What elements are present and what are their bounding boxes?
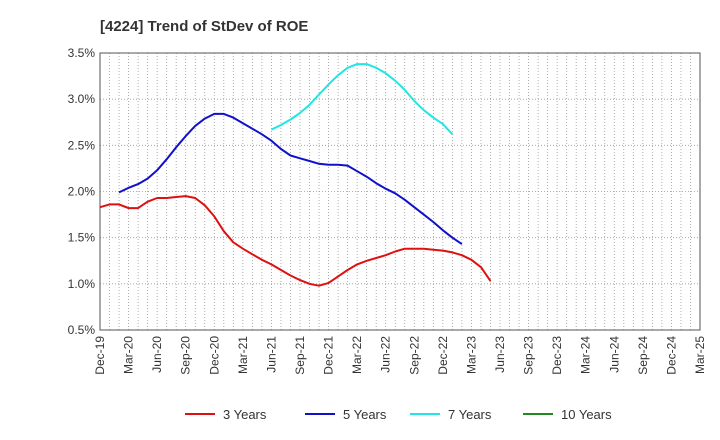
x-tick-label: Sep-23: [522, 336, 536, 375]
legend-label-10-years: 10 Years: [561, 407, 612, 422]
x-tick-label: Mar-21: [236, 336, 250, 374]
x-tick-label: Dec-24: [664, 336, 678, 375]
x-tick-label: Sep-21: [293, 336, 307, 375]
plot-frame: [99, 52, 701, 331]
series-line-5-years: [118, 112, 463, 245]
legend-label-7-years: 7 Years: [448, 407, 492, 422]
x-tick-label: Mar-20: [122, 336, 136, 374]
series-line-3-years: [99, 195, 492, 287]
y-tick-label: 1.5%: [68, 231, 96, 245]
y-tick-label: 0.5%: [68, 323, 96, 337]
chart-title: [4224] Trend of StDev of ROE: [100, 18, 308, 35]
x-tick-label: Jun-22: [379, 336, 393, 373]
x-tick-label: Dec-21: [322, 336, 336, 375]
x-tick-label: Dec-23: [550, 336, 564, 375]
y-tick-label: 3.5%: [68, 46, 96, 60]
x-tick-label: Mar-25: [693, 336, 707, 374]
x-tick-label: Sep-20: [179, 336, 193, 375]
x-tick-label: Dec-19: [93, 336, 107, 375]
series-lines: [99, 63, 492, 287]
x-tick-label: Sep-22: [407, 336, 421, 375]
x-tick-label: Sep-24: [636, 336, 650, 375]
legend-label-3-years: 3 Years: [223, 407, 267, 422]
legend-label-5-years: 5 Years: [343, 407, 387, 422]
x-tick-label: Jun-20: [150, 336, 164, 373]
y-tick-label: 1.0%: [68, 277, 96, 291]
x-tick-label: Jun-24: [607, 336, 621, 373]
axes: [99, 52, 701, 331]
y-tick-label: 2.5%: [68, 138, 96, 152]
legend: 3 Years 5 Years 7 Years 10 Years: [185, 407, 612, 422]
x-tick-label: Dec-22: [436, 336, 450, 375]
y-tick-label: 3.0%: [68, 92, 96, 106]
x-tick-label: Mar-23: [464, 336, 478, 374]
x-tick-label: Mar-22: [350, 336, 364, 374]
y-tick-label: 2.0%: [68, 185, 96, 199]
x-tick-label: Jun-23: [493, 336, 507, 373]
y-tick-labels: 0.5% 1.0% 1.5% 2.0% 2.5% 3.0% 3.5%: [68, 46, 96, 337]
x-tick-label: Jun-21: [264, 336, 278, 373]
x-tick-label: Mar-24: [579, 336, 593, 374]
x-tick-label: Dec-20: [207, 336, 221, 375]
grid: [100, 53, 700, 330]
x-tick-labels: Dec-19 Mar-20 Jun-20 Sep-20 Dec-20 Mar-21 Jun-…: [93, 336, 707, 375]
series-line-7-years: [270, 63, 454, 135]
